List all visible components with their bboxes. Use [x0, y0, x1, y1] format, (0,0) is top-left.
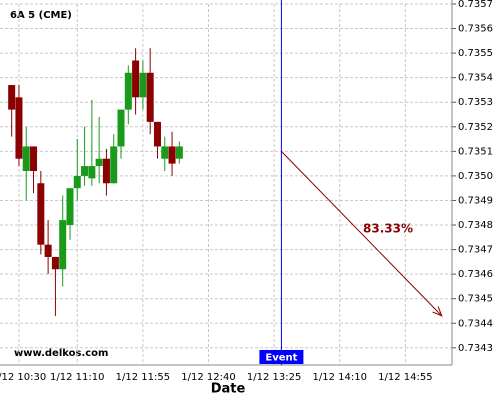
y-tick-label: 0.7357 [458, 0, 493, 10]
candle-body [66, 188, 74, 226]
chart-title: 6A 5 (CME) [10, 10, 72, 21]
y-tick-label: 0.7349 [458, 195, 493, 206]
arrow-line [281, 150, 443, 317]
candle-body [110, 146, 118, 184]
candle-body [88, 166, 96, 179]
y-tick-label: 0.7346 [458, 269, 493, 280]
candle-body [153, 121, 161, 147]
candle-body [139, 72, 147, 98]
arrow-head [432, 306, 443, 317]
y-tick-label: 0.7347 [458, 245, 493, 256]
y-tick-label: 0.7350 [458, 171, 493, 182]
y-tick-label: 0.7352 [458, 122, 493, 133]
candle-body [30, 146, 38, 171]
candle-body [44, 244, 52, 257]
x-tick-label: 1/12 11:10 [50, 372, 104, 383]
candle-body [124, 72, 132, 110]
candle-body [102, 158, 110, 184]
candle-body [117, 109, 125, 147]
x-tick-label: 1/12 13:25 [247, 372, 301, 383]
y-tick-label: 0.7351 [458, 146, 493, 157]
candle-body [161, 146, 169, 159]
x-tick-label: 1/12 14:55 [378, 372, 432, 383]
y-tick-label: 0.7356 [458, 24, 493, 35]
y-tick-label: 0.7355 [458, 48, 493, 59]
candle-body [132, 60, 140, 98]
arrow-label: 83.33% [363, 222, 413, 236]
candle-body [146, 72, 154, 122]
candle-body [168, 146, 176, 164]
event-label-box [259, 350, 304, 364]
candle-body [15, 97, 23, 159]
x-tick-label: 1/12 14:10 [313, 372, 367, 383]
candle-body [59, 220, 67, 270]
event-label: Event [265, 353, 297, 364]
x-axis-label: Date [211, 382, 246, 397]
x-tick-label: 1/12 11:55 [116, 372, 170, 383]
candle-body [8, 85, 16, 110]
y-tick-label: 0.7343 [458, 343, 493, 354]
candle-body [73, 175, 81, 189]
y-tick-label: 0.7348 [458, 220, 493, 231]
candle-body [95, 158, 103, 167]
candle-body [175, 146, 183, 159]
candle-body [51, 256, 59, 270]
candle-body [22, 146, 30, 171]
y-tick-label: 0.7354 [458, 73, 493, 84]
y-tick-label: 0.7345 [458, 294, 493, 305]
candle-body [37, 183, 45, 245]
candle-body [81, 166, 89, 176]
x-tick-label: 1/12 10:30 [0, 372, 46, 383]
x-tick-label: 1/12 12:40 [181, 372, 235, 383]
y-tick-label: 0.7353 [458, 97, 493, 108]
watermark: www.delkos.com [14, 348, 108, 359]
y-tick-label: 0.7344 [458, 318, 493, 329]
